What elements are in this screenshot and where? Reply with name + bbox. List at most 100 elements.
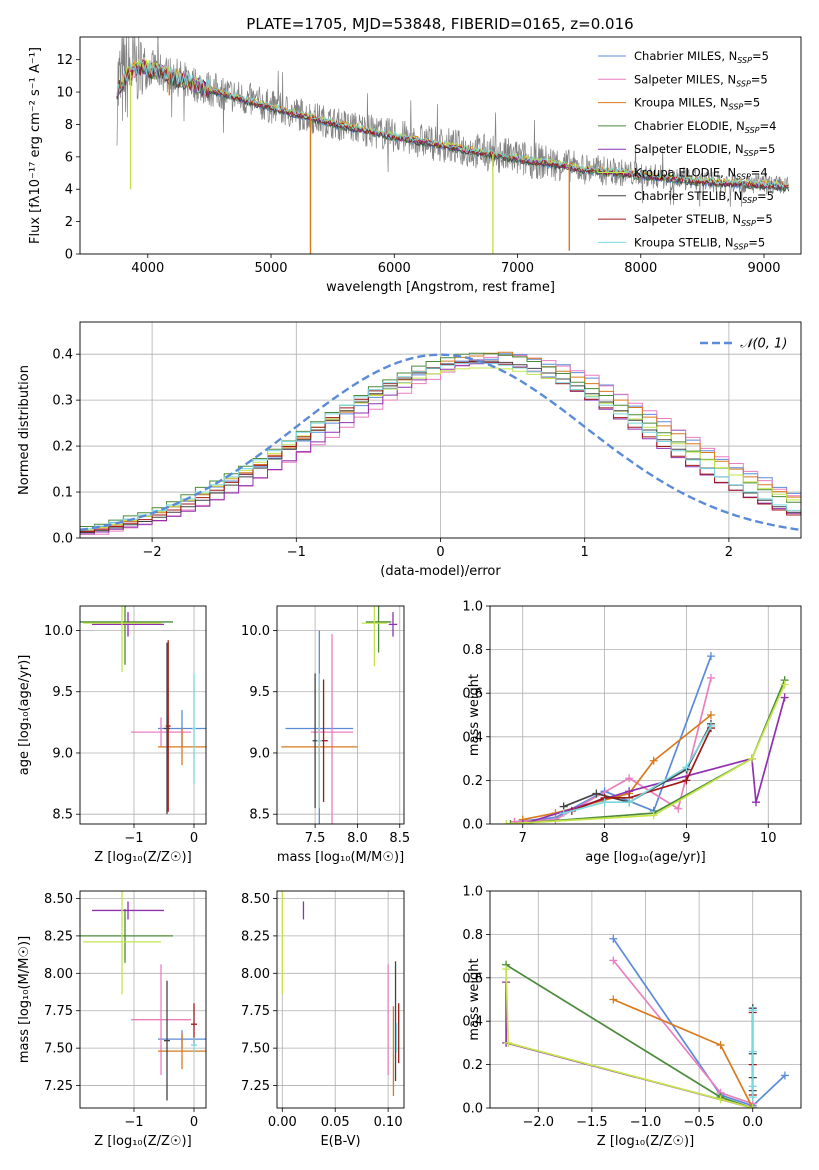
errorbar-point-chabrier-elodie: [80, 606, 173, 665]
errorbar-point-salpeter-miles: [131, 964, 191, 1076]
x-tick-label: 0: [190, 1115, 198, 1130]
legend-entry-label: Salpeter MILES, NSSP=5: [634, 72, 768, 88]
legend-entry-label: Chabrier STELIB, NSSP=5: [634, 189, 774, 205]
y-axis-label: Normed distribution: [17, 365, 32, 495]
x-axis-label: wavelength [Angstrom, rest frame]: [326, 280, 555, 295]
massweight_vs_age-panel: 7 8 9 10 0.0 0.2 0.4 0.6 0.8 1.0 age [log₁₀(age/yr…: [462, 600, 802, 865]
x-tick-label: 9000: [747, 261, 780, 276]
mass_vs_EBV-frame: [276, 890, 405, 1109]
y-tick-label: 12: [56, 53, 73, 68]
series-line: [612, 959, 753, 1105]
legend-subscript: SSP: [745, 126, 760, 135]
legend-subscript: SSP: [744, 149, 759, 158]
y-tick-label: 1.0: [462, 885, 483, 900]
y-tick-label: 8: [65, 118, 73, 133]
plus-marker: [625, 774, 634, 783]
legend-tail: =5: [743, 96, 760, 110]
legend-subscript: SSP: [736, 173, 751, 182]
legend-text: Chabrier MILES, N: [634, 49, 737, 63]
plus-marker: [502, 965, 511, 974]
massweight_vs_age-plot-area: [490, 606, 801, 824]
x-tick-label: 0.05: [321, 1115, 350, 1130]
series-salpeter-stelib: [567, 724, 715, 815]
plus-marker: [748, 1006, 757, 1015]
massweight_vs_Z-frame: [489, 890, 802, 1109]
x-tick-label: 8000: [624, 261, 657, 276]
legend-tail: =4: [760, 119, 777, 133]
x-tick-label: −1.0: [630, 1115, 662, 1130]
plus-marker: [649, 811, 658, 820]
errorbar-point-chabrier-elodie: [365, 606, 392, 653]
series-chabrier-miles: [510, 652, 715, 824]
errorbar-point-kroupa-stelib: [191, 1037, 197, 1053]
errorbar-point-salpeter-elodie: [92, 901, 164, 920]
age_vs_Z-plot-area: [80, 606, 206, 824]
plus-marker: [682, 776, 691, 785]
plus-marker: [751, 798, 760, 807]
x-tick-label: 8: [600, 831, 608, 846]
legend-tail: =5: [751, 72, 768, 86]
errorbar-point-kroupa-elodie: [83, 606, 161, 673]
plus-marker: [518, 820, 527, 824]
plus-marker: [682, 763, 691, 772]
x-tick-label: −2: [143, 545, 162, 560]
errorbar-point-kroupa-elodie: [361, 606, 388, 667]
errorbar-point-kroupa-stelib: [316, 673, 322, 809]
y-tick-label: 9.0: [249, 746, 270, 761]
x-axis-label: E(B-V): [320, 1134, 360, 1149]
mass_vs_Z-panel: −1 0 7.25 7.50 7.75 8.00 8.25 8.50 Z [log₁₀(Z/Z☉…: [17, 890, 207, 1149]
x-axis-label: Z [log₁₀(Z/Z☉)]: [94, 850, 191, 865]
plus-marker: [600, 798, 609, 807]
y-tick-label: 8.50: [241, 892, 270, 907]
x-tick-label: 8.0: [347, 831, 368, 846]
y-axis-label: mass weight: [467, 958, 482, 1040]
y-tick-label: 7.25: [241, 1079, 270, 1094]
x-tick-label: 7000: [501, 261, 534, 276]
plus-marker: [674, 804, 683, 813]
errorbar-point-salpeter-elodie: [388, 612, 398, 637]
y-tick-label: 4: [65, 183, 73, 198]
x-tick-label: 9: [682, 831, 690, 846]
y-tick-label: 0.2: [52, 440, 73, 455]
spectrum-plot-area: [116, 37, 790, 254]
y-tick-label: 9.0: [52, 746, 73, 761]
y-tick-label: 0.4: [462, 730, 483, 745]
legend-tail: =5: [757, 189, 774, 203]
plus-marker: [625, 798, 634, 807]
massweight_vs_age-frame: [489, 605, 802, 825]
legend-text: Chabrier ELODIE, N: [634, 119, 745, 133]
series-line: [612, 938, 786, 1107]
y-tick-label: 8.5: [52, 808, 73, 823]
plus-marker: [748, 1047, 757, 1056]
y-tick-label: 10.0: [241, 624, 270, 639]
y-tick-label: 7.75: [44, 1004, 73, 1019]
legend-entry-label: Kroupa STELIB, NSSP=5: [634, 235, 765, 251]
plus-marker: [747, 754, 756, 763]
x-tick-label: −1: [124, 831, 143, 846]
y-tick-label: 0.4: [462, 1015, 483, 1030]
histogram-chabrier-elodie: [80, 352, 801, 527]
y-tick-label: 9.5: [249, 685, 270, 700]
y-tick-label: 0.8: [462, 643, 483, 658]
observed-spectrum-line: [116, 37, 789, 207]
y-tick-label: 7.75: [241, 1004, 270, 1019]
errorbar-point-salpeter-elodie: [92, 612, 164, 637]
legend-entry-label: Salpeter ELODIE, NSSP=5: [634, 142, 775, 158]
legend-text: Salpeter ELODIE, N: [634, 142, 744, 156]
plus-marker: [510, 817, 519, 824]
model-spectrum-salpeter-elodie: [116, 60, 790, 190]
x-tick-label: 5000: [254, 261, 287, 276]
y-tick-label: 7.25: [44, 1079, 73, 1094]
y-tick-label: 0: [65, 248, 73, 263]
errorbar-point-kroupa-elodie: [83, 891, 161, 995]
legend-text: Kroupa ELODIE, N: [634, 166, 736, 180]
plus-marker: [609, 934, 618, 943]
plus-marker: [592, 789, 601, 798]
y-tick-label: 8.00: [44, 967, 73, 982]
age_vs_Z-frame: [79, 605, 207, 825]
legend-subscript: SSP: [736, 79, 751, 88]
mass_vs_EBV-plot-area: [277, 891, 404, 1108]
y-tick-label: 0.1: [52, 486, 73, 501]
y-axis-label: mass [log₁₀(M/M☉)]: [17, 936, 32, 1063]
